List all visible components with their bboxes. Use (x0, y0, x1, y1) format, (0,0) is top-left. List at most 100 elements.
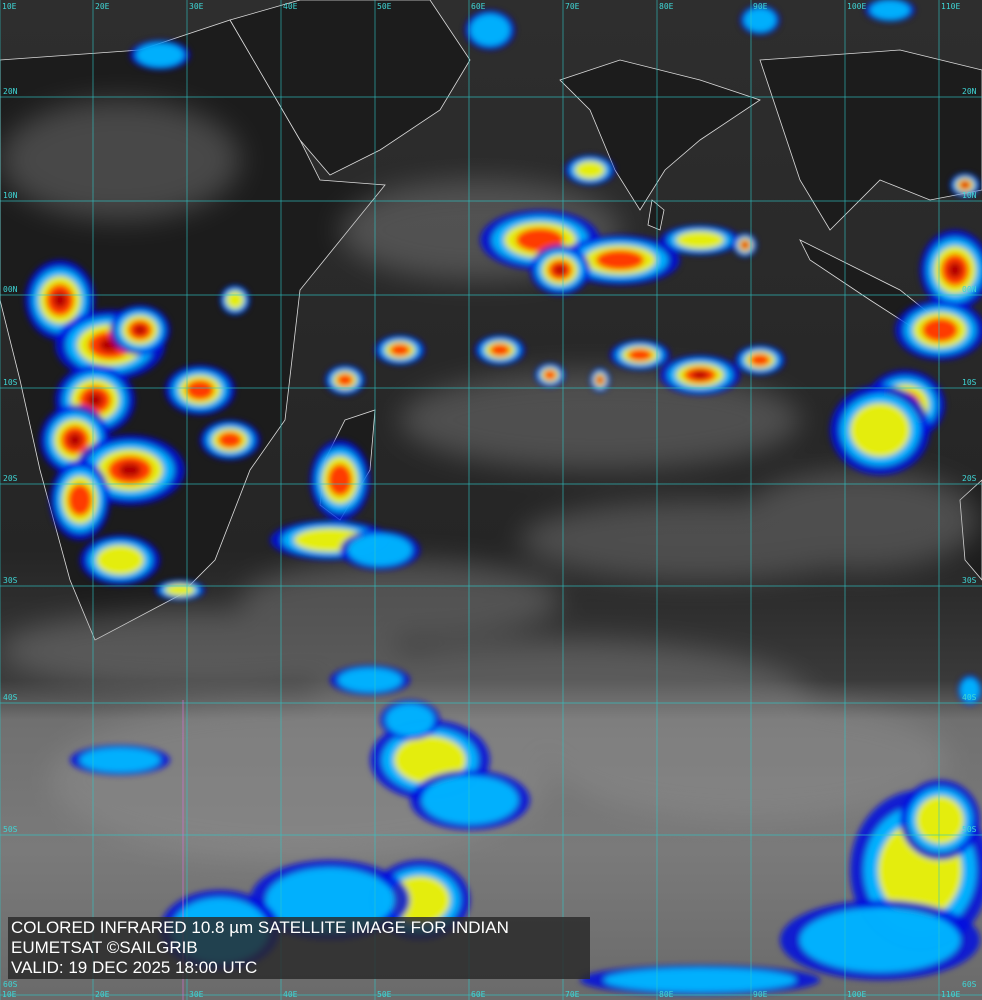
latitude-label-left: 30S (3, 576, 18, 585)
arabia (229, 0, 471, 176)
ir-level (134, 325, 146, 335)
longitude-label-bottom: 80E (659, 990, 674, 999)
ir-level (266, 868, 394, 932)
cloud-cluster (70, 745, 170, 775)
longitude-label-top: 70E (565, 2, 580, 11)
cloud-cluster (330, 665, 410, 695)
ir-level (165, 584, 195, 596)
cloud-cluster (900, 780, 980, 860)
cloud-cluster (165, 365, 235, 415)
longitude-label-top: 60E (471, 2, 486, 11)
cloud-cluster (590, 368, 610, 392)
cloud-cluster (560, 235, 680, 285)
ir-level (422, 776, 518, 824)
cloud-cluster (310, 440, 370, 520)
ir-level (338, 668, 402, 692)
latitude-label-left: 50S (3, 825, 18, 834)
ir-level (742, 242, 748, 248)
ir-level (554, 265, 566, 275)
ir-level (916, 796, 964, 844)
ir-level (544, 370, 556, 380)
ir-level (604, 968, 796, 992)
longitude-label-top: 80E (659, 2, 674, 11)
ir-level (53, 292, 67, 308)
ir-level (628, 349, 652, 361)
cloud-cluster (950, 173, 980, 197)
ir-level (87, 393, 103, 407)
latitude-label-left: 00N (3, 285, 18, 294)
cloud-cluster (530, 245, 590, 295)
longitude-label-top: 110E (941, 2, 961, 11)
longitude-label-top: 10E (2, 2, 17, 11)
cloud-cluster (660, 225, 740, 255)
latitude-label-right: 60S (962, 980, 977, 989)
longitude-label-bottom: 110E (941, 990, 961, 999)
cloud-cluster (130, 40, 190, 70)
cloud-cluster (325, 365, 365, 395)
longitude-label-bottom: 30E (189, 990, 204, 999)
ir-level (598, 377, 602, 383)
longitude-label-top: 20E (95, 2, 110, 11)
ir-level (850, 403, 910, 457)
cloud-cluster (920, 230, 982, 310)
ir-level (575, 161, 605, 179)
latitude-label-right: 20N (962, 87, 977, 96)
longitude-label-bottom: 40E (283, 990, 298, 999)
cloud-cluster (410, 770, 530, 830)
cloud-cluster (865, 0, 915, 22)
latitude-label-right: 10S (962, 378, 977, 387)
ir-level (394, 736, 466, 784)
ir-level (744, 8, 776, 32)
latitude-label-left: 40S (3, 693, 18, 702)
latitude-label-right: 50S (962, 825, 977, 834)
cloud-cluster (475, 335, 525, 365)
cloud-cluster (780, 900, 980, 980)
cloud-cluster (895, 300, 982, 360)
latitude-label-left: 60S (3, 980, 18, 989)
cloud-cluster (155, 580, 205, 600)
longitude-label-bottom: 50E (377, 990, 392, 999)
ir-level (870, 0, 910, 20)
ir-level (68, 484, 92, 516)
ir-level (218, 432, 242, 448)
latitude-label-right: 20S (962, 474, 977, 483)
longitude-label-top: 50E (377, 2, 392, 11)
southeast-asia (759, 49, 982, 231)
india (559, 59, 761, 211)
ir-level (490, 344, 510, 356)
longitude-label-top: 100E (847, 2, 867, 11)
ir-level (596, 250, 644, 270)
ir-level (96, 545, 144, 575)
cloud-cluster (735, 345, 785, 375)
latitude-label-right: 10N (962, 191, 977, 200)
cloud-cluster (340, 530, 420, 570)
cloud-cluster (535, 363, 565, 387)
ir-level (80, 748, 160, 772)
latitude-label-left: 20N (3, 87, 18, 96)
cloud-cluster (110, 305, 170, 355)
longitude-label-bottom: 60E (471, 990, 486, 999)
ir-level (676, 231, 724, 249)
ir-level (390, 344, 410, 356)
cloud-cluster (830, 385, 930, 475)
latitude-label-right: 40S (962, 693, 977, 702)
latitude-label-left: 10N (3, 191, 18, 200)
caption-valid-time: VALID: 19 DEC 2025 18:00 UTC (11, 958, 258, 977)
ir-level (750, 354, 770, 366)
longitude-label-bottom: 100E (847, 990, 867, 999)
ir-level (386, 704, 434, 736)
latitude-label-left: 20S (3, 474, 18, 483)
cloud-cluster (220, 285, 250, 315)
ir-level (948, 262, 962, 278)
cloud-cluster (465, 10, 515, 50)
cloud-cluster (380, 700, 440, 740)
cloud-cluster (580, 965, 820, 995)
ir-level (186, 380, 214, 400)
sri-lanka (647, 199, 665, 231)
latitude-label-right: 00N (962, 285, 977, 294)
cloud-cluster (50, 460, 110, 540)
cloud-cluster (80, 535, 160, 585)
